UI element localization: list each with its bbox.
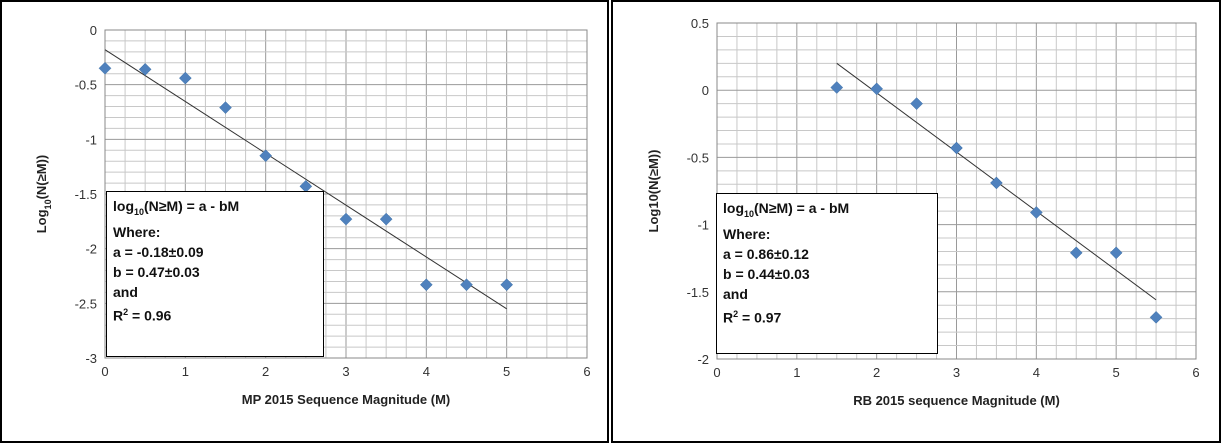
y-tick-label: -0.5 bbox=[75, 78, 97, 93]
data-point bbox=[259, 149, 273, 163]
equation-a-value: a = 0.86±0.12 bbox=[723, 245, 809, 262]
x-tick-label: 3 bbox=[953, 365, 960, 380]
y-tick-label: -2 bbox=[85, 242, 97, 257]
x-tick-label: 4 bbox=[423, 364, 430, 379]
y-axis-title: Log10(N(≥M)) bbox=[646, 150, 661, 233]
x-tick-label: 2 bbox=[262, 364, 269, 379]
x-tick-label: 0 bbox=[713, 365, 720, 380]
x-tick-label: 5 bbox=[1113, 365, 1120, 380]
x-tick-label: 0 bbox=[101, 364, 108, 379]
gridlines bbox=[104, 29, 588, 359]
y-tick-label: 0 bbox=[90, 23, 97, 38]
x-axis-title: MP 2015 Sequence Magnitude (M) bbox=[242, 392, 451, 407]
data-point bbox=[830, 81, 844, 94]
chart-mp-2015: 0 1 2 3 4 5 6 0 -0.5 -1 -1.5 -2 -2.5 -3 MP 2015 Sequen… bbox=[34, 23, 591, 407]
x-tick-label: 3 bbox=[342, 364, 349, 379]
x-tick-label: 6 bbox=[583, 364, 590, 379]
x-tick-label: 2 bbox=[873, 365, 880, 380]
plot-area-frame bbox=[104, 29, 588, 359]
equation-r2-value: R2 = 0.96 bbox=[113, 306, 172, 324]
equation-a-value: a = -0.18±0.09 bbox=[113, 243, 204, 260]
data-point bbox=[950, 141, 963, 155]
gridlines bbox=[716, 22, 1197, 360]
equation-line: log10(N≥M) = a - bM bbox=[113, 198, 240, 217]
data-point bbox=[1109, 246, 1123, 260]
data-point bbox=[910, 97, 923, 110]
data-point bbox=[178, 71, 192, 85]
data-point bbox=[339, 212, 353, 226]
x-tick-label: 4 bbox=[1033, 365, 1040, 380]
trend-line bbox=[104, 49, 507, 310]
y-tick-label: 0.5 bbox=[691, 16, 709, 31]
data-point bbox=[1029, 206, 1043, 219]
data-point bbox=[419, 278, 433, 292]
data-point bbox=[1149, 310, 1163, 324]
equation-box: log10(N≥M) = a - bM Where: a = 0.86±0.12… bbox=[716, 193, 938, 354]
data-point bbox=[219, 101, 232, 114]
equation-b-value: b = 0.47±0.03 bbox=[113, 263, 200, 280]
chart-panel-mp: 0 1 2 3 4 5 6 0 -0.5 -1 -1.5 -2 -2.5 -3 MP 2015 Sequen… bbox=[0, 0, 609, 443]
data-point bbox=[98, 61, 112, 75]
equation-where: Where: bbox=[723, 225, 771, 242]
y-tick-label: -2 bbox=[697, 352, 709, 367]
plot-area-frame bbox=[716, 22, 1197, 360]
equation-and: and bbox=[113, 283, 138, 300]
chart-rb-2015: 0 1 2 3 4 5 6 0.5 0 -0.5 -1 -1.5 -2 RB 2015 sequence … bbox=[646, 16, 1200, 408]
y-tick-label: -3 bbox=[85, 351, 97, 366]
y-tick-label: -0.5 bbox=[687, 150, 709, 165]
chart-panel-rb: 0 1 2 3 4 5 6 0.5 0 -0.5 -1 -1.5 -2 RB 2015 sequence … bbox=[611, 0, 1221, 443]
y-axis-title: Log10(N(≥M)) bbox=[34, 155, 53, 234]
y-tick-label: 0 bbox=[702, 83, 709, 98]
equation-where: Where: bbox=[113, 223, 161, 240]
data-point bbox=[870, 82, 884, 96]
data-point bbox=[460, 278, 473, 292]
equation-and: and bbox=[723, 285, 748, 302]
data-point bbox=[379, 212, 393, 226]
y-tick-label: -1 bbox=[697, 218, 709, 233]
equation-b-value: b = 0.44±0.03 bbox=[723, 265, 810, 282]
x-tick-label: 6 bbox=[1192, 365, 1199, 380]
equation-r2-value: R2 = 0.97 bbox=[723, 308, 782, 326]
x-tick-label: 1 bbox=[793, 365, 800, 380]
x-tick-label: 5 bbox=[503, 364, 510, 379]
x-tick-label: 1 bbox=[182, 364, 189, 379]
y-tick-label: -2.5 bbox=[75, 296, 97, 311]
equation-box: log10(N≥M) = a - bM Where: a = -0.18±0.0… bbox=[106, 191, 324, 357]
x-axis-title: RB 2015 sequence Magnitude (M) bbox=[853, 393, 1060, 408]
y-tick-label: -1.5 bbox=[687, 285, 709, 300]
y-tick-label: -1.5 bbox=[75, 187, 97, 202]
equation-line: log10(N≥M) = a - bM bbox=[723, 200, 850, 219]
data-point bbox=[500, 278, 514, 292]
data-point bbox=[1069, 246, 1083, 260]
y-tick-label: -1 bbox=[85, 132, 97, 147]
data-point bbox=[138, 63, 152, 76]
data-point bbox=[990, 176, 1003, 190]
